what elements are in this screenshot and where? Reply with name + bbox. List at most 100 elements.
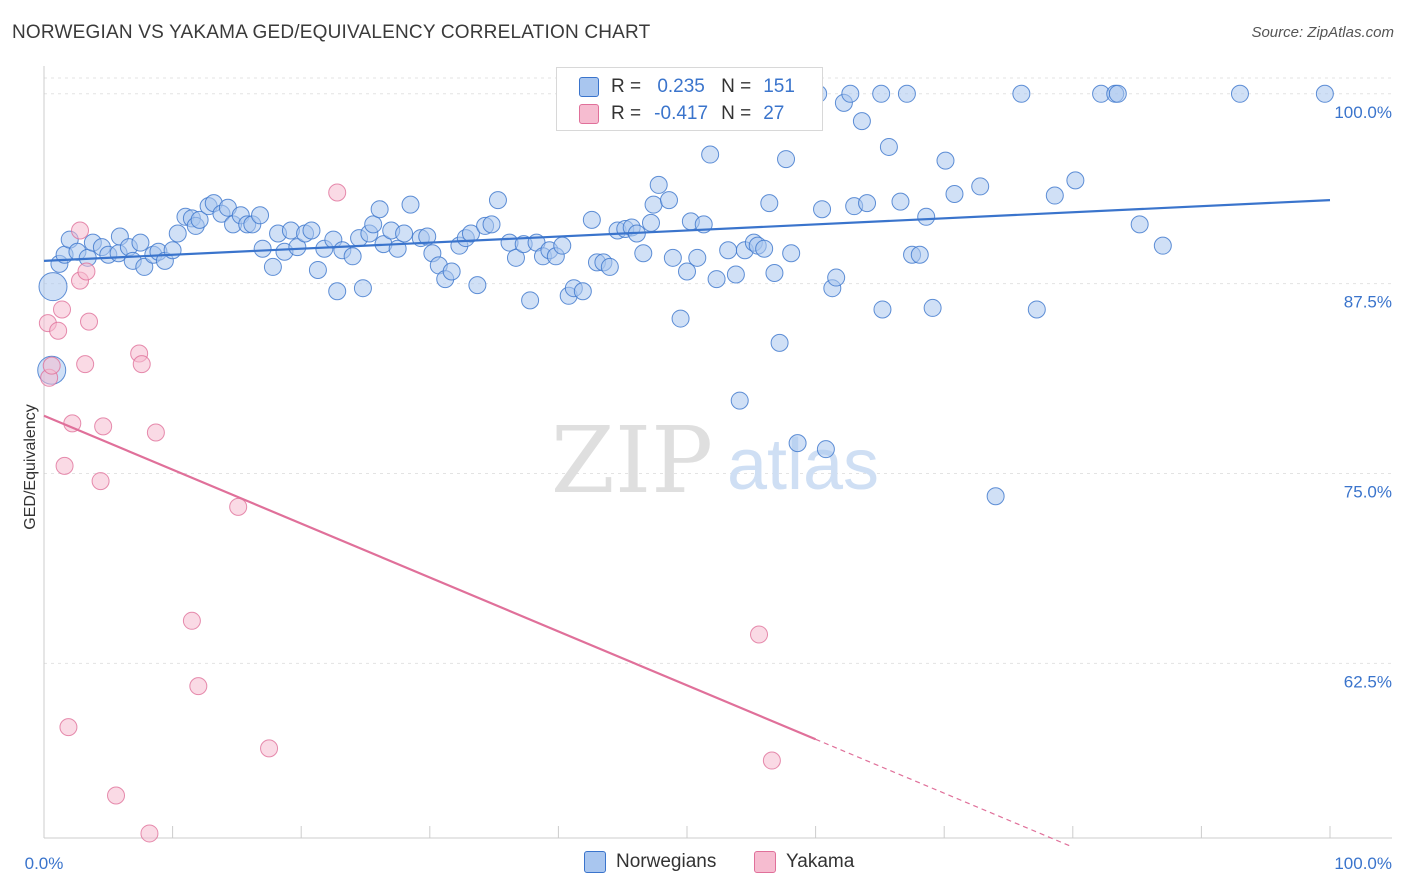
yakama-point xyxy=(140,824,159,843)
yakama-point xyxy=(49,321,68,340)
norwegians-point xyxy=(678,262,696,281)
norwegians-point xyxy=(701,145,720,164)
yakama-point xyxy=(77,262,96,281)
norwegians-point xyxy=(730,391,749,410)
x-tick-labels: 0.0% 100.0% xyxy=(25,854,1392,873)
norwegians-point xyxy=(770,333,789,352)
norwegians-point xyxy=(936,151,955,170)
norwegians-points xyxy=(37,84,1334,506)
norwegians-point xyxy=(364,215,383,234)
norwegians-point xyxy=(302,221,321,240)
series-legend: Norwegians Yakama xyxy=(0,851,1406,877)
yakama-point xyxy=(189,677,208,696)
norwegians-point xyxy=(553,236,572,255)
norwegians-point xyxy=(945,185,964,204)
legend-n-value: 151 xyxy=(763,76,795,97)
norwegians-point xyxy=(827,268,846,287)
legend-r-value: 0.235 xyxy=(657,76,705,97)
legend-n-value: 27 xyxy=(763,103,785,124)
yakama-point xyxy=(94,417,113,436)
yakama-point xyxy=(750,625,769,644)
x-tick-label-min: 0.0% xyxy=(25,854,64,873)
watermark: ZIP atlas xyxy=(551,407,879,514)
norwegians-point xyxy=(1315,84,1334,103)
legend-item-yakama[interactable]: Yakama xyxy=(754,851,854,873)
norwegians-point xyxy=(1153,236,1172,255)
norwegians-point xyxy=(308,260,327,279)
legend-item-norwegians[interactable]: Norwegians xyxy=(584,851,716,873)
norwegians-point xyxy=(726,265,745,284)
norwegians-point xyxy=(986,487,1005,506)
norwegians-point xyxy=(1066,171,1085,190)
legend-row-norwegians: R = 0.235 N = 151 xyxy=(579,74,795,100)
legend-r-label: R = xyxy=(611,103,642,124)
yakama-point xyxy=(132,355,151,374)
norwegians-point xyxy=(872,84,891,103)
norwegians-point xyxy=(641,213,660,232)
y-tick-label: 75.0% xyxy=(1344,482,1392,501)
norwegians-point xyxy=(897,84,916,103)
norwegians-point xyxy=(923,298,942,317)
yakama-point xyxy=(762,751,781,770)
norwegians-point xyxy=(707,270,726,289)
norwegians-point xyxy=(131,233,150,252)
legend-label-yakama: Yakama xyxy=(786,851,855,872)
yakama-point xyxy=(55,456,74,475)
yakama-point xyxy=(53,300,72,319)
norwegians-point xyxy=(253,239,272,258)
norwegians-point xyxy=(395,224,414,243)
norwegians-point xyxy=(663,248,682,267)
legend-swatch-pink xyxy=(579,104,599,124)
norwegians-point xyxy=(573,282,592,301)
x-tick-label-max: 100.0% xyxy=(1334,854,1392,873)
norwegians-point xyxy=(38,272,68,302)
legend-swatch-pink xyxy=(754,851,776,873)
yakama-point xyxy=(71,221,90,240)
yakama-point xyxy=(328,183,347,202)
axes xyxy=(43,66,1392,839)
norwegians-point xyxy=(755,239,774,258)
legend-n-label: N = xyxy=(721,76,752,97)
norwegians-point xyxy=(190,210,209,229)
norwegians-point xyxy=(659,191,678,210)
norwegians-point xyxy=(760,194,779,213)
y-tick-label: 100.0% xyxy=(1334,103,1392,122)
norwegians-point xyxy=(263,257,282,276)
norwegians-point xyxy=(671,309,690,328)
norwegians-point xyxy=(168,224,187,243)
norwegians-point xyxy=(649,175,668,194)
norwegians-point xyxy=(816,440,835,459)
norwegians-point xyxy=(788,434,807,453)
norwegians-point xyxy=(353,279,372,298)
yakama-point xyxy=(76,355,95,374)
yakama-point xyxy=(59,718,78,737)
norwegians-point xyxy=(135,257,154,276)
legend-swatch-blue xyxy=(584,851,606,873)
norwegians-point xyxy=(910,245,929,264)
norwegians-point xyxy=(917,207,936,226)
norwegians-point xyxy=(813,200,832,219)
norwegians-point xyxy=(163,241,182,260)
norwegians-point xyxy=(644,195,663,214)
yakama-point xyxy=(260,739,279,758)
norwegians-point xyxy=(482,215,501,234)
grid-lines xyxy=(44,77,1392,664)
norwegians-point xyxy=(600,257,619,276)
yakama-point xyxy=(80,312,99,331)
norwegians-point xyxy=(251,206,270,225)
norwegians-point xyxy=(370,200,389,219)
norwegians-trend-line xyxy=(43,199,1331,262)
norwegians-point xyxy=(461,224,480,243)
yakama-point xyxy=(146,423,165,442)
norwegians-point xyxy=(1027,300,1046,319)
trend-lines xyxy=(43,199,1331,848)
norwegians-point xyxy=(468,276,487,295)
norwegians-point xyxy=(782,244,801,263)
norwegians-point xyxy=(1012,84,1031,103)
norwegians-point xyxy=(343,247,362,266)
norwegians-point xyxy=(777,150,796,169)
legend-r-value: -0.417 xyxy=(654,103,709,124)
norwegians-point xyxy=(288,238,307,257)
norwegians-point xyxy=(401,195,420,214)
yakama-point xyxy=(42,356,61,375)
